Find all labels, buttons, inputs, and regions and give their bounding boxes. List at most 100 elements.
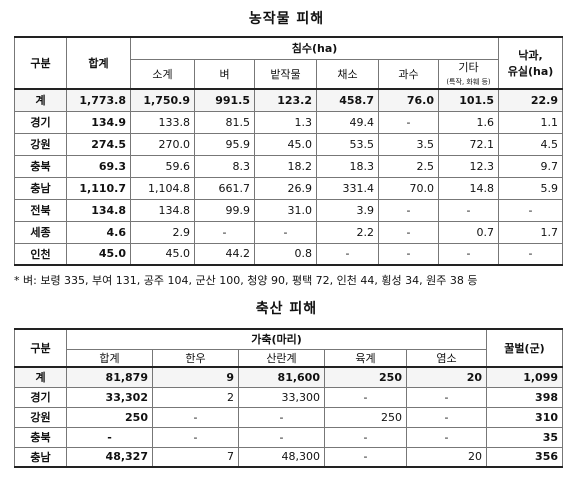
livestock-cell-goat: - — [405, 386, 488, 408]
livestock-cell-bee: 1,099 — [486, 366, 564, 388]
crop-cell-region: 충남 — [14, 176, 67, 200]
crop-cell-total: 134.9 — [66, 110, 131, 134]
crop-cell-etc: - — [438, 198, 499, 222]
livestock-cell-goat: 20 — [405, 446, 488, 468]
crop-cell-fall: 1.1 — [498, 110, 563, 134]
crop-damage-table: 구분 합계 침수(ha) 낙과, 유실(ha) 소계 벼 밭작물 채소 과수 기… — [14, 36, 563, 266]
livestock-cell-bee: 398 — [486, 386, 564, 408]
livestock-table-row: 강원 250- -250-310 — [14, 406, 564, 428]
crop-cell-subtotal: 1,750.9 — [130, 88, 195, 112]
crop-cell-total: 134.8 — [66, 198, 131, 222]
crop-table-row: 강원 274.5 270.0 95.9 45.0 53.5 3.5 72.1 4.5 — [14, 132, 563, 156]
crop-cell-vegetable: 18.3 — [316, 154, 379, 178]
livestock-cell-broiler: - — [324, 446, 407, 468]
livestock-header-spawn: 산란계 — [238, 348, 325, 368]
livestock-header-hanwoo: 한우 — [152, 348, 239, 368]
crop-cell-subtotal: 270.0 — [130, 132, 195, 156]
crop-cell-subtotal: 134.8 — [130, 198, 195, 222]
livestock-cell-broiler: 250 — [324, 366, 407, 388]
crop-cell-vegetable: 53.5 — [316, 132, 379, 156]
crop-cell-rice: 8.3 — [194, 154, 255, 178]
crop-cell-etc: 101.5 — [438, 88, 499, 112]
crop-cell-rice: 81.5 — [194, 110, 255, 134]
livestock-cell-spawn: 48,300 — [238, 446, 325, 468]
livestock-cell-goat: 20 — [405, 366, 488, 388]
crop-cell-rice: - — [194, 220, 255, 244]
livestock-cell-goat: - — [405, 406, 488, 428]
crop-cell-total: 45.0 — [66, 242, 131, 266]
crop-cell-field: 26.9 — [254, 176, 317, 200]
crop-cell-fall: 4.5 — [498, 132, 563, 156]
crop-cell-subtotal: 45.0 — [130, 242, 195, 266]
crop-cell-rice: 99.9 — [194, 198, 255, 222]
crop-header-etc-label: 기타 — [458, 60, 479, 74]
crop-cell-vegetable: 331.4 — [316, 176, 379, 200]
crop-cell-total: 4.6 — [66, 220, 131, 244]
crop-cell-field: 1.3 — [254, 110, 317, 134]
crop-cell-fall: 1.7 — [498, 220, 563, 244]
livestock-cell-hanwoo: - — [152, 426, 239, 448]
livestock-cell-region: 충북 — [14, 426, 67, 448]
crop-cell-field: 0.8 — [254, 242, 317, 266]
crop-header-fall-line2: 유실(ha) — [507, 65, 554, 78]
livestock-cell-total: 48,327 — [66, 446, 153, 468]
crop-cell-region: 인천 — [14, 242, 67, 266]
crop-table-row: 계 1,773.8 1,750.9 991.5 123.2 458.7 76.0 101.5 2… — [14, 88, 563, 112]
crop-header-region: 구분 — [14, 36, 67, 90]
crop-cell-fall: - — [498, 242, 563, 266]
crop-cell-etc: 1.6 — [438, 110, 499, 134]
crop-cell-fruit: - — [378, 110, 439, 134]
crop-cell-fruit: 2.5 — [378, 154, 439, 178]
crop-cell-field: 45.0 — [254, 132, 317, 156]
crop-cell-subtotal: 1,104.8 — [130, 176, 195, 200]
crop-cell-field: 31.0 — [254, 198, 317, 222]
livestock-cell-broiler: 250 — [324, 406, 407, 428]
crop-cell-etc: 72.1 — [438, 132, 499, 156]
crop-cell-rice: 991.5 — [194, 88, 255, 112]
livestock-cell-hanwoo: - — [152, 406, 239, 428]
livestock-cell-spawn: 33,300 — [238, 386, 325, 408]
livestock-cell-total: 250 — [66, 406, 153, 428]
crop-header-etc: 기타 (특작, 화훼 등) — [438, 58, 499, 90]
livestock-cell-total: - — [66, 426, 153, 448]
crop-cell-rice: 44.2 — [194, 242, 255, 266]
crop-cell-etc: - — [438, 242, 499, 266]
crop-cell-etc: 0.7 — [438, 220, 499, 244]
livestock-cell-hanwoo: 7 — [152, 446, 239, 468]
crop-cell-subtotal: 59.6 — [130, 154, 195, 178]
crop-cell-fruit: 3.5 — [378, 132, 439, 156]
crop-header-fruit: 과수 — [378, 58, 439, 90]
livestock-cell-total: 81,879 — [66, 366, 153, 388]
crop-header-rice: 벼 — [194, 58, 255, 90]
crop-cell-etc: 14.8 — [438, 176, 499, 200]
crop-table-row: 전북 134.8 134.8 99.9 31.0 3.9- - - — [14, 198, 563, 222]
crop-header-subtotal: 소계 — [130, 58, 195, 90]
crop-cell-fall: - — [498, 198, 563, 222]
crop-cell-total: 1,773.8 — [66, 88, 131, 112]
crop-cell-region: 세종 — [14, 220, 67, 244]
crop-header-total: 합계 — [66, 36, 131, 90]
livestock-cell-spawn: - — [238, 426, 325, 448]
crop-cell-fall: 9.7 — [498, 154, 563, 178]
crop-cell-region: 경기 — [14, 110, 67, 134]
crop-cell-vegetable: 49.4 — [316, 110, 379, 134]
livestock-cell-spawn: 81,600 — [238, 366, 325, 388]
crop-table-row: 세종 4.6 2.9- -2.2-0.7 1.7 — [14, 220, 563, 244]
crop-cell-field: 123.2 — [254, 88, 317, 112]
crop-cell-subtotal: 133.8 — [130, 110, 195, 134]
livestock-damage-title: 축산 피해 — [255, 301, 318, 317]
livestock-table-body: 계 81,879 9 81,600 250 20 1,099 경기 33,302 2 33,300-… — [14, 366, 564, 468]
crop-cell-total: 1,110.7 — [66, 176, 131, 200]
livestock-table-row: 계 81,879 9 81,600 250 20 1,099 — [14, 366, 564, 388]
crop-table-row: 충북 69.3 59.6 8.3 18.2 18.3 2.5 12.3 9.7 — [14, 154, 563, 178]
livestock-cell-region: 계 — [14, 366, 67, 388]
livestock-cell-broiler: - — [324, 386, 407, 408]
crop-cell-fall: 5.9 — [498, 176, 563, 200]
crop-cell-etc: 12.3 — [438, 154, 499, 178]
crop-header-flood: 침수(ha) — [130, 36, 499, 60]
livestock-cell-spawn: - — [238, 406, 325, 428]
livestock-cell-bee: 356 — [486, 446, 564, 468]
livestock-header-animals: 가축(마리) — [65, 328, 488, 350]
livestock-cell-region: 경기 — [14, 386, 67, 408]
crop-header-fall-line1: 낙과, — [518, 49, 543, 62]
